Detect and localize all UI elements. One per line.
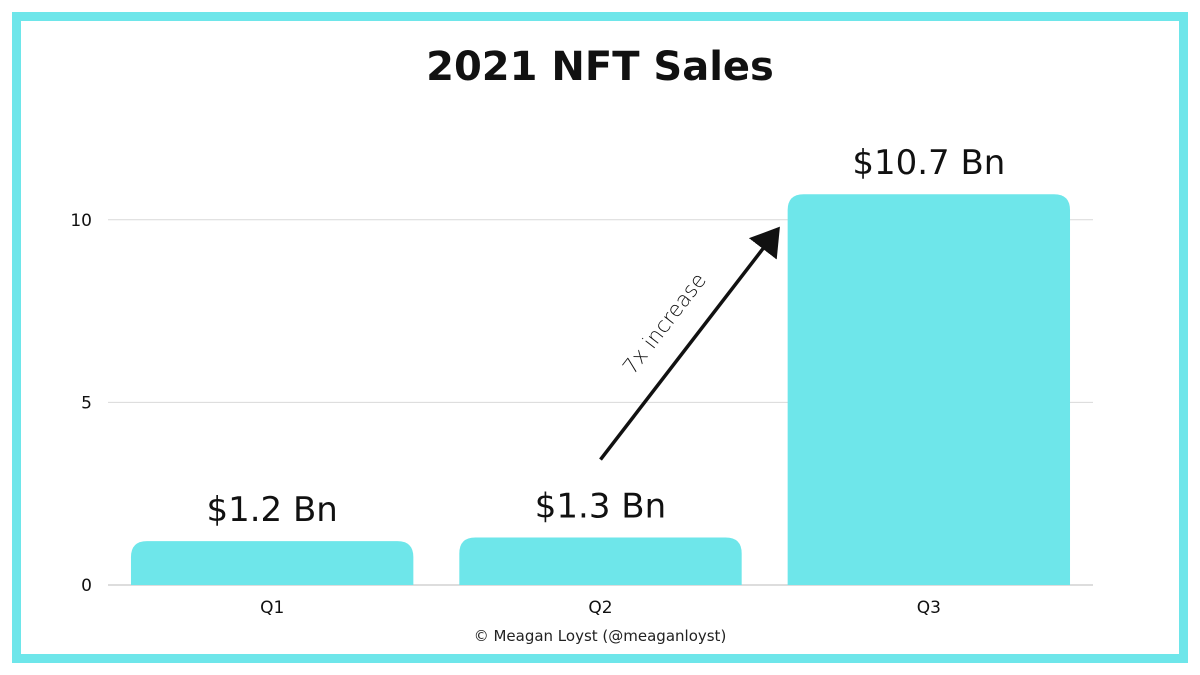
increase-arrow	[599, 226, 780, 461]
data-label-q3: $10.7 Bn	[852, 143, 1005, 183]
x-tick-label: Q2	[588, 598, 612, 618]
data-label-q2: $1.3 Bn	[535, 487, 666, 527]
annotation-text: 7x increase	[618, 268, 711, 378]
bars	[130, 194, 1071, 585]
x-tick-label: Q3	[917, 598, 941, 618]
x-tick-label: Q1	[260, 598, 284, 618]
y-axis-ticks: 0 5 10	[70, 211, 92, 596]
data-label-q1: $1.2 Bn	[206, 490, 337, 530]
bar-q2	[459, 537, 742, 585]
bar-q1	[130, 541, 414, 585]
annotation: 7x increase	[599, 226, 780, 461]
data-labels: $1.2 Bn $1.3 Bn $10.7 Bn	[206, 143, 1005, 530]
bar-q3	[787, 194, 1071, 585]
y-tick-label: 5	[81, 393, 92, 413]
x-axis-ticks: Q1 Q2 Q3	[260, 598, 941, 618]
y-tick-label: 10	[70, 211, 92, 231]
y-tick-label: 0	[81, 576, 92, 596]
chart-title: 2021 NFT Sales	[426, 44, 774, 90]
credit-text: © Meagan Loyst (@meaganloyst)	[474, 627, 727, 645]
